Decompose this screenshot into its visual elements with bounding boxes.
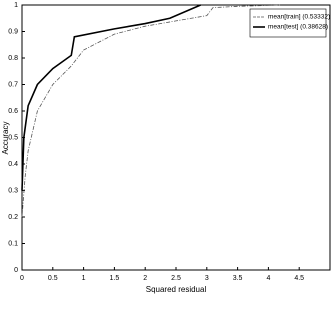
y-tick-label: 0.4 <box>8 161 18 168</box>
y-tick-label: 0.5 <box>8 134 18 141</box>
x-tick-label: 4 <box>266 275 270 282</box>
y-tick-label: 0 <box>14 267 18 274</box>
y-tick-label: 0.7 <box>8 81 18 88</box>
x-axis-label: Squared residual <box>146 285 207 294</box>
y-tick-label: 0.6 <box>8 108 18 115</box>
x-tick-label: 4.5 <box>294 275 304 282</box>
data-line <box>21 4 201 191</box>
legend-label: mean[train] (0.53332) <box>268 14 330 21</box>
x-tick-label: 1.5 <box>110 275 120 282</box>
x-tick-label: 2 <box>143 275 147 282</box>
y-tick-label: 0.3 <box>8 187 18 194</box>
x-tick-label: 3.5 <box>233 275 243 282</box>
x-tick-label: 0 <box>20 275 24 282</box>
y-tick-label: 0.2 <box>8 214 18 221</box>
legend-box <box>249 8 327 38</box>
x-tick-label: 0.5 <box>48 275 58 282</box>
x-tick-label: 1 <box>82 275 86 282</box>
y-tick-label: 0.8 <box>8 55 18 62</box>
y-tick-label: 0.9 <box>8 28 18 35</box>
y-tick-label: 0.1 <box>8 240 18 247</box>
data-line <box>21 4 281 218</box>
x-tick-label: 2.5 <box>171 275 181 282</box>
plot-frame <box>21 4 331 271</box>
y-axis-label: Accuracy <box>1 122 10 155</box>
x-tick-label: 3 <box>205 275 209 282</box>
y-tick-label: 1 <box>14 2 18 9</box>
legend-label: mean[test] (0.38628) <box>268 24 328 31</box>
